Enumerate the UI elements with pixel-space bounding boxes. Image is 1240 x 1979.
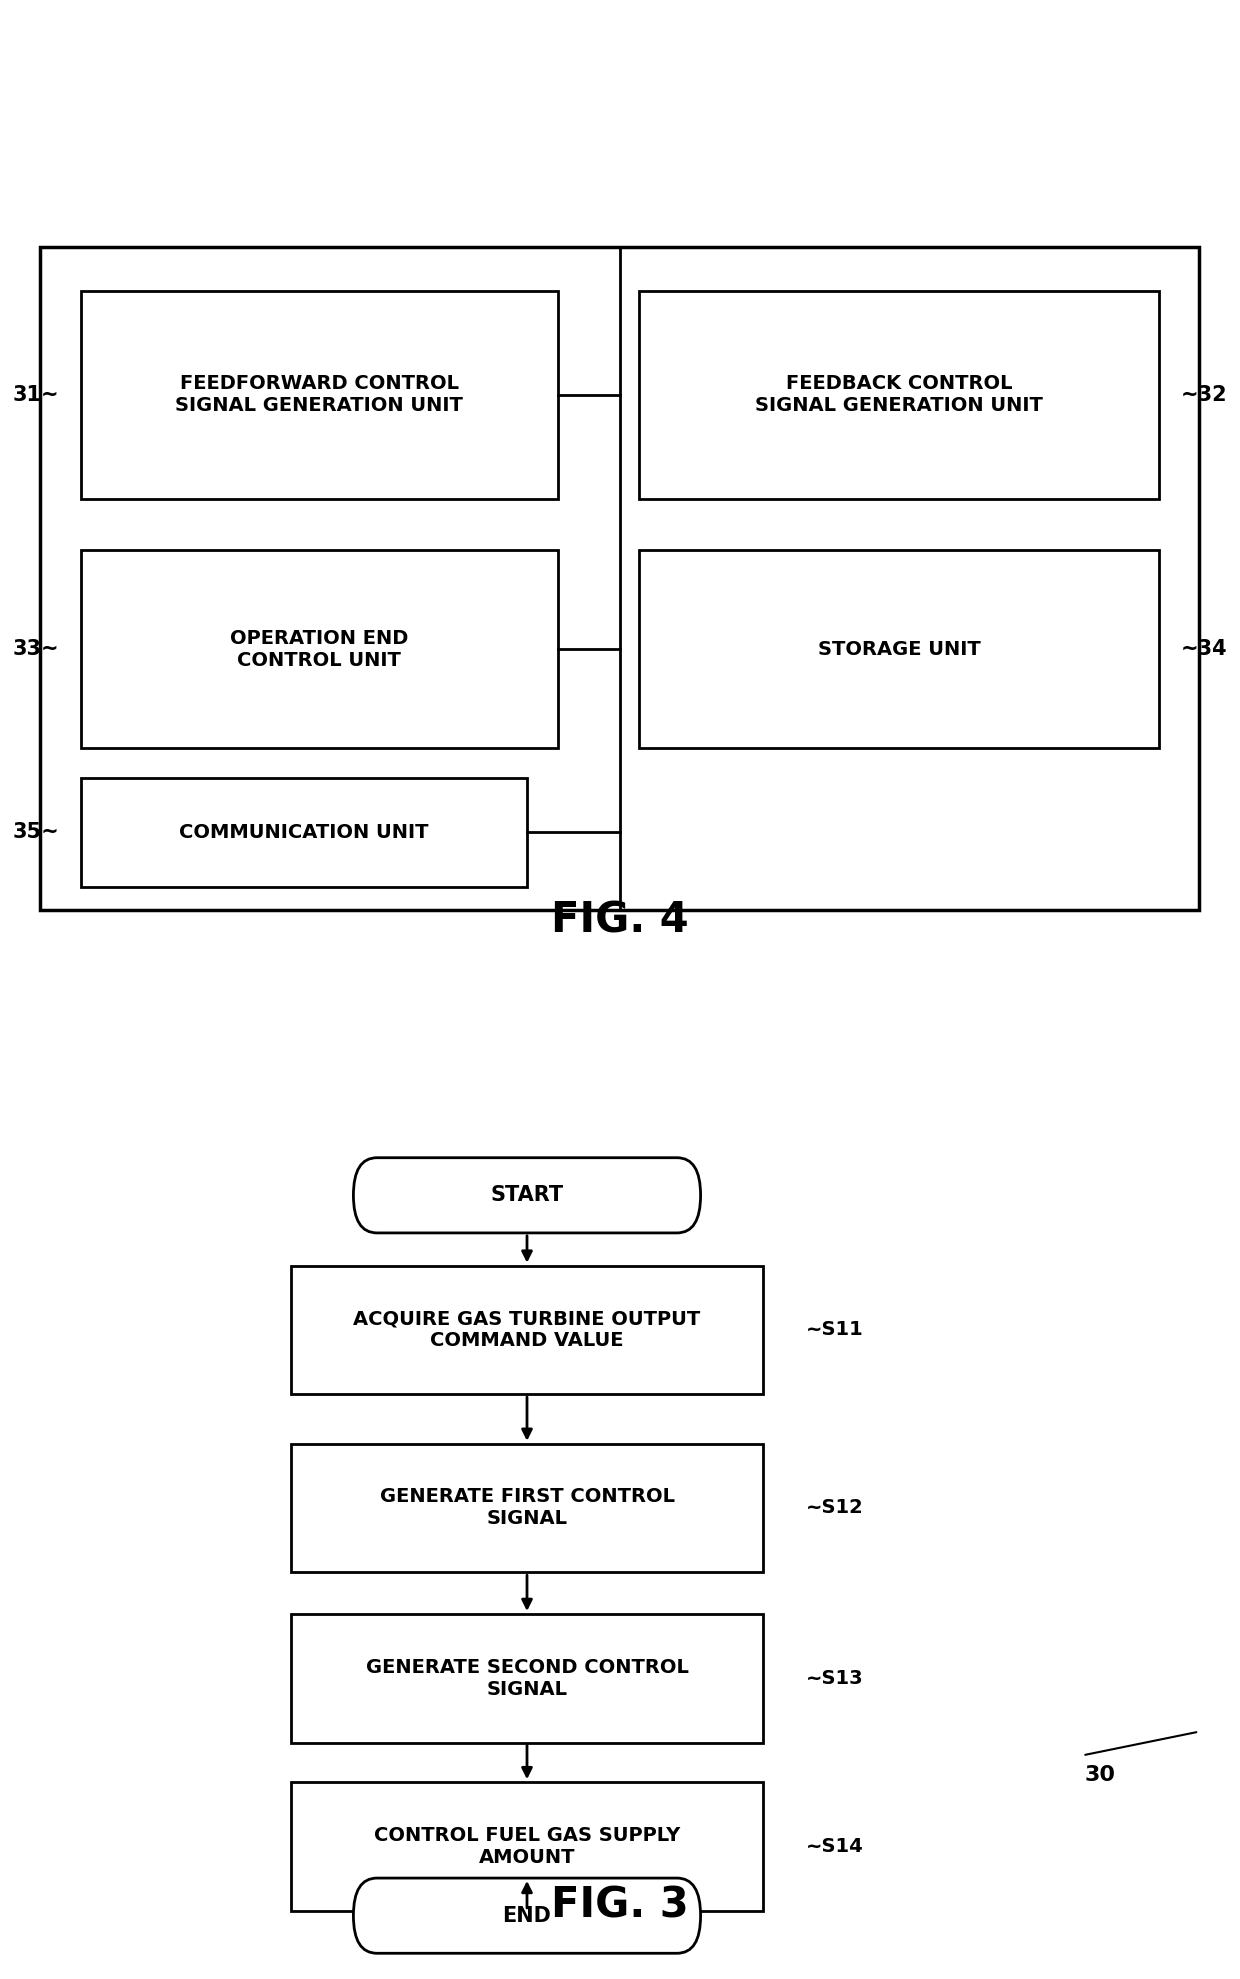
FancyBboxPatch shape — [291, 1445, 763, 1571]
Text: ~S13: ~S13 — [806, 1668, 863, 1688]
FancyBboxPatch shape — [291, 1781, 763, 1912]
Text: OPERATION END
CONTROL UNIT: OPERATION END CONTROL UNIT — [231, 629, 408, 669]
Text: FEEDFORWARD CONTROL
SIGNAL GENERATION UNIT: FEEDFORWARD CONTROL SIGNAL GENERATION UN… — [175, 374, 464, 416]
Text: ~34: ~34 — [1180, 639, 1228, 659]
Text: ~S12: ~S12 — [806, 1498, 864, 1518]
FancyBboxPatch shape — [81, 291, 558, 499]
FancyBboxPatch shape — [291, 1267, 763, 1395]
FancyBboxPatch shape — [639, 291, 1159, 499]
FancyBboxPatch shape — [639, 550, 1159, 748]
Text: ACQUIRE GAS TURBINE OUTPUT
COMMAND VALUE: ACQUIRE GAS TURBINE OUTPUT COMMAND VALUE — [353, 1310, 701, 1350]
Text: ~S14: ~S14 — [806, 1837, 864, 1856]
Text: GENERATE SECOND CONTROL
SIGNAL: GENERATE SECOND CONTROL SIGNAL — [366, 1658, 688, 1698]
Text: GENERATE FIRST CONTROL
SIGNAL: GENERATE FIRST CONTROL SIGNAL — [379, 1488, 675, 1528]
Text: START: START — [491, 1185, 563, 1205]
FancyBboxPatch shape — [291, 1613, 763, 1743]
Text: STORAGE UNIT: STORAGE UNIT — [817, 639, 981, 659]
Text: 31~: 31~ — [12, 384, 60, 406]
FancyBboxPatch shape — [353, 1878, 701, 1953]
Text: COMMUNICATION UNIT: COMMUNICATION UNIT — [179, 823, 429, 841]
FancyBboxPatch shape — [81, 778, 527, 887]
Text: CONTROL FUEL GAS SUPPLY
AMOUNT: CONTROL FUEL GAS SUPPLY AMOUNT — [374, 1827, 680, 1866]
Text: FEEDBACK CONTROL
SIGNAL GENERATION UNIT: FEEDBACK CONTROL SIGNAL GENERATION UNIT — [755, 374, 1043, 416]
Text: FIG. 3: FIG. 3 — [551, 1884, 689, 1928]
FancyBboxPatch shape — [353, 1158, 701, 1233]
Text: FIG. 4: FIG. 4 — [552, 898, 688, 942]
Text: 35~: 35~ — [12, 821, 60, 843]
Text: 30: 30 — [1085, 1765, 1116, 1785]
FancyBboxPatch shape — [81, 550, 558, 748]
Text: 33~: 33~ — [12, 639, 60, 659]
FancyBboxPatch shape — [40, 247, 1199, 910]
Text: ~32: ~32 — [1180, 384, 1228, 406]
Text: END: END — [502, 1906, 552, 1926]
Text: ~S11: ~S11 — [806, 1320, 864, 1340]
